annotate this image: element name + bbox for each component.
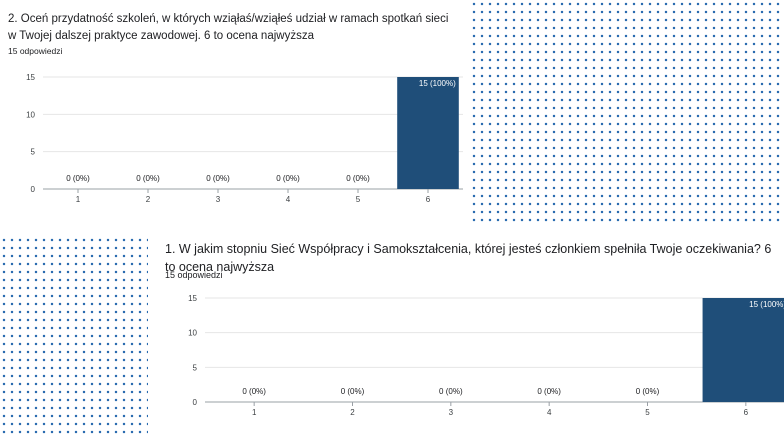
x-tick-label: 6 — [426, 195, 431, 204]
x-tick-label: 1 — [252, 408, 257, 417]
bar — [397, 77, 459, 189]
bar-chart: 0 5 10 15 1 0 (0%) 2 0 (0%) 3 0 (0%) 4 0 (0%) 5 0 (0%… — [188, 294, 784, 417]
response-count: 15 odpowiedzi — [8, 46, 63, 56]
x-tick-label: 5 — [356, 195, 361, 204]
y-tick-label: 15 — [26, 73, 35, 82]
x-tick-label: 2 — [350, 408, 355, 417]
survey-chart-card: 2. Oceń przydatność szkoleń, w których w… — [0, 0, 470, 224]
y-tick-label: 15 — [188, 294, 197, 303]
dot-pattern-decoration — [470, 0, 784, 224]
x-tick-label: 3 — [449, 408, 454, 417]
y-tick-label: 0 — [193, 398, 198, 407]
x-tick-label: 4 — [547, 408, 552, 417]
response-count: 15 odpowiedzi — [165, 270, 223, 280]
question-title: 1. W jakim stopniu Sieć Współpracy i Sam… — [165, 242, 772, 274]
x-tick-label: 4 — [286, 195, 291, 204]
y-tick-label: 10 — [26, 110, 35, 119]
data-label: 0 (0%) — [136, 174, 160, 183]
data-label: 0 (0%) — [636, 387, 660, 396]
data-label: 15 (100%) — [419, 79, 456, 88]
data-label: 0 (0%) — [537, 387, 561, 396]
data-label: 0 (0%) — [346, 174, 370, 183]
question-title: 2. Oceń przydatność szkoleń, w których w… — [8, 13, 449, 42]
dot-pattern-decoration — [0, 236, 148, 438]
data-label: 15 (100%) — [749, 300, 784, 309]
y-tick-label: 5 — [193, 363, 198, 372]
y-tick-label: 0 — [31, 185, 36, 194]
data-label: 0 (0%) — [66, 174, 90, 183]
data-label: 0 (0%) — [206, 174, 230, 183]
x-tick-label: 5 — [645, 408, 650, 417]
x-tick-label: 2 — [146, 195, 151, 204]
bar-chart: 0 5 10 15 1 0 (0%) 2 0 (0%) 3 0 (0%) 4 0 (0%) 5 0 (0%… — [26, 73, 463, 204]
data-label: 0 (0%) — [276, 174, 300, 183]
y-tick-label: 10 — [188, 329, 197, 338]
x-tick-label: 6 — [744, 408, 749, 417]
y-tick-label: 5 — [31, 148, 36, 157]
data-label: 0 (0%) — [242, 387, 266, 396]
x-tick-label: 1 — [76, 195, 81, 204]
data-label: 0 (0%) — [439, 387, 463, 396]
bar — [702, 298, 784, 402]
x-tick-label: 3 — [216, 195, 221, 204]
data-label: 0 (0%) — [341, 387, 365, 396]
survey-chart-card: 1. W jakim stopniu Sieć Współpracy i Sam… — [160, 236, 784, 438]
